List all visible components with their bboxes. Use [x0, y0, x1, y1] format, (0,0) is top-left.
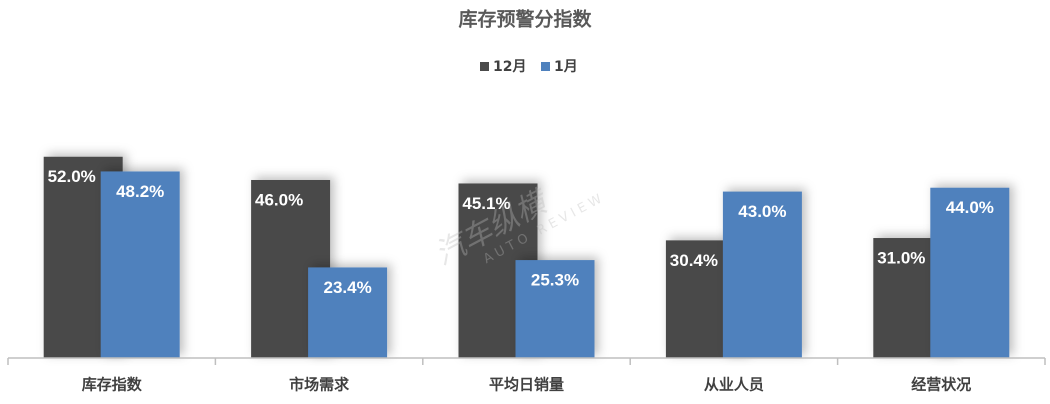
- value-label: 52.0%: [48, 167, 96, 186]
- value-label: 25.3%: [531, 271, 579, 290]
- bar: [722, 191, 802, 358]
- legend-swatch: [541, 62, 550, 71]
- value-label: 44.0%: [946, 198, 994, 217]
- value-label: 45.1%: [462, 194, 510, 213]
- value-label: 46.0%: [255, 190, 303, 209]
- value-label: 30.4%: [670, 251, 718, 270]
- x-tick-label: 库存指数: [82, 376, 143, 394]
- chart-title: 库存预警分指数: [458, 8, 592, 31]
- legend-swatch: [480, 62, 489, 71]
- value-label: 43.0%: [738, 202, 786, 221]
- legend-label: 12月: [493, 59, 526, 75]
- x-tick-label: 从业人员: [704, 376, 764, 394]
- bar: [308, 267, 388, 358]
- value-label: 23.4%: [323, 278, 371, 297]
- bar: [930, 187, 1010, 358]
- x-tick-label: 平均日销量: [489, 376, 564, 394]
- bar: [100, 171, 180, 358]
- x-tick-label: 经营状况: [911, 376, 971, 394]
- value-label: 48.2%: [116, 182, 164, 201]
- value-label: 31.0%: [877, 249, 925, 268]
- legend-label: 1月: [554, 59, 578, 75]
- bar: [515, 260, 595, 358]
- x-tick-label: 市场需求: [289, 376, 350, 394]
